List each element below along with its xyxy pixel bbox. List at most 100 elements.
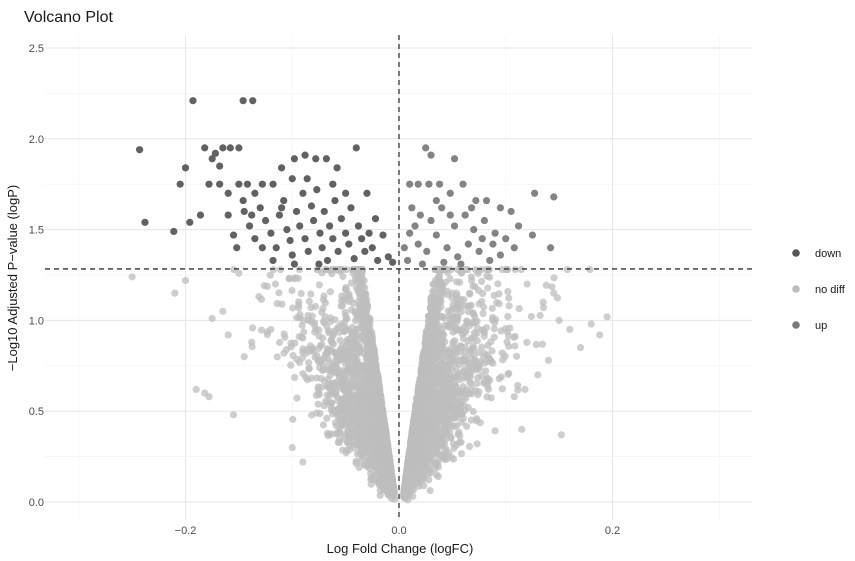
point-no-diff — [475, 348, 483, 356]
point-no-diff — [437, 451, 445, 459]
point-no-diff — [472, 417, 481, 425]
point-no-diff — [459, 355, 467, 363]
point-no-diff — [311, 353, 319, 361]
point-no-diff — [439, 425, 447, 433]
point-no-diff — [433, 471, 441, 479]
point-no-diff — [342, 283, 350, 292]
point-no-diff — [315, 332, 323, 340]
point-no-diff — [362, 389, 370, 397]
point-no-diff — [467, 368, 476, 376]
point-no-diff — [497, 373, 505, 381]
point-no-diff — [348, 403, 356, 412]
point-no-diff — [455, 376, 464, 384]
point-no-diff — [288, 286, 296, 295]
point-no-diff — [307, 290, 315, 298]
point-no-diff — [315, 281, 323, 289]
point-no-diff — [474, 365, 483, 373]
point-no-diff — [263, 331, 271, 339]
point-no-diff — [308, 318, 316, 326]
point-no-diff — [438, 393, 446, 402]
point-no-diff — [473, 324, 482, 332]
point-no-diff — [484, 357, 492, 366]
point-no-diff — [340, 372, 349, 380]
point-no-diff — [469, 334, 477, 342]
point-no-diff — [482, 367, 490, 375]
point-no-diff — [497, 327, 505, 335]
point-no-diff — [338, 379, 347, 387]
point-no-diff — [457, 387, 465, 396]
point-no-diff — [498, 265, 506, 274]
point-no-diff — [341, 327, 349, 335]
point-no-diff — [320, 355, 328, 363]
point-no-diff — [335, 372, 343, 381]
point-no-diff — [538, 340, 547, 348]
point-no-diff — [314, 383, 322, 391]
point-no-diff — [294, 274, 302, 282]
point-no-diff — [471, 282, 479, 291]
point-no-diff — [430, 438, 438, 446]
point-no-diff — [527, 312, 535, 321]
point-no-diff — [339, 272, 347, 281]
point-no-diff — [457, 438, 465, 446]
point-no-diff — [305, 359, 313, 367]
point-no-diff — [347, 385, 356, 394]
point-no-diff — [287, 361, 295, 369]
point-no-diff — [469, 407, 477, 416]
point-no-diff — [343, 429, 352, 438]
point-no-diff — [351, 316, 360, 325]
point-no-diff — [491, 427, 499, 435]
point-no-diff — [255, 293, 263, 301]
point-no-diff — [512, 352, 521, 360]
point-no-diff — [319, 421, 328, 429]
point-no-diff — [308, 312, 316, 320]
point-no-diff — [422, 411, 430, 420]
point-no-diff — [457, 308, 465, 316]
point-no-diff — [248, 324, 257, 332]
point-no-diff — [490, 291, 498, 300]
point-no-diff — [445, 353, 453, 361]
point-no-diff — [461, 365, 469, 373]
point-no-diff — [307, 347, 315, 355]
point-no-diff — [504, 312, 512, 321]
point-no-diff — [499, 356, 507, 364]
point-no-diff — [548, 283, 556, 291]
point-no-diff — [296, 310, 304, 319]
point-no-diff — [483, 393, 491, 401]
point-no-diff — [319, 365, 327, 374]
point-no-diff — [326, 371, 334, 379]
point-no-diff — [326, 317, 335, 326]
point-no-diff — [332, 364, 340, 372]
point-no-diff — [523, 338, 531, 347]
point-no-diff — [384, 489, 392, 497]
point-no-diff — [532, 340, 540, 349]
point-no-diff — [505, 369, 513, 377]
point-no-diff — [480, 332, 488, 340]
point-no-diff — [330, 406, 339, 414]
point-no-diff — [338, 348, 347, 357]
point-no-diff — [504, 288, 512, 296]
point-no-diff — [285, 275, 294, 283]
chart-title: Volcano Plot — [24, 9, 114, 26]
point-no-diff — [335, 428, 343, 437]
point-no-diff — [299, 334, 307, 342]
point-no-diff — [358, 384, 366, 392]
point-no-diff — [341, 296, 350, 304]
point-no-diff — [490, 325, 498, 333]
point-no-diff — [354, 429, 362, 437]
point-no-diff — [426, 486, 434, 495]
point-no-diff — [450, 313, 459, 321]
point-no-diff — [303, 376, 312, 384]
point-no-diff — [306, 342, 314, 350]
point-no-diff — [498, 349, 506, 357]
point-no-diff — [275, 338, 284, 347]
point-no-diff — [324, 327, 332, 335]
point-no-diff — [455, 360, 464, 369]
point-no-diff — [356, 393, 364, 401]
point-no-diff — [345, 290, 353, 298]
point-no-diff — [505, 294, 513, 302]
point-no-diff — [441, 410, 450, 418]
point-no-diff — [289, 351, 297, 360]
point-no-diff — [488, 347, 496, 355]
point-no-diff — [346, 338, 354, 346]
point-no-diff — [425, 476, 433, 484]
